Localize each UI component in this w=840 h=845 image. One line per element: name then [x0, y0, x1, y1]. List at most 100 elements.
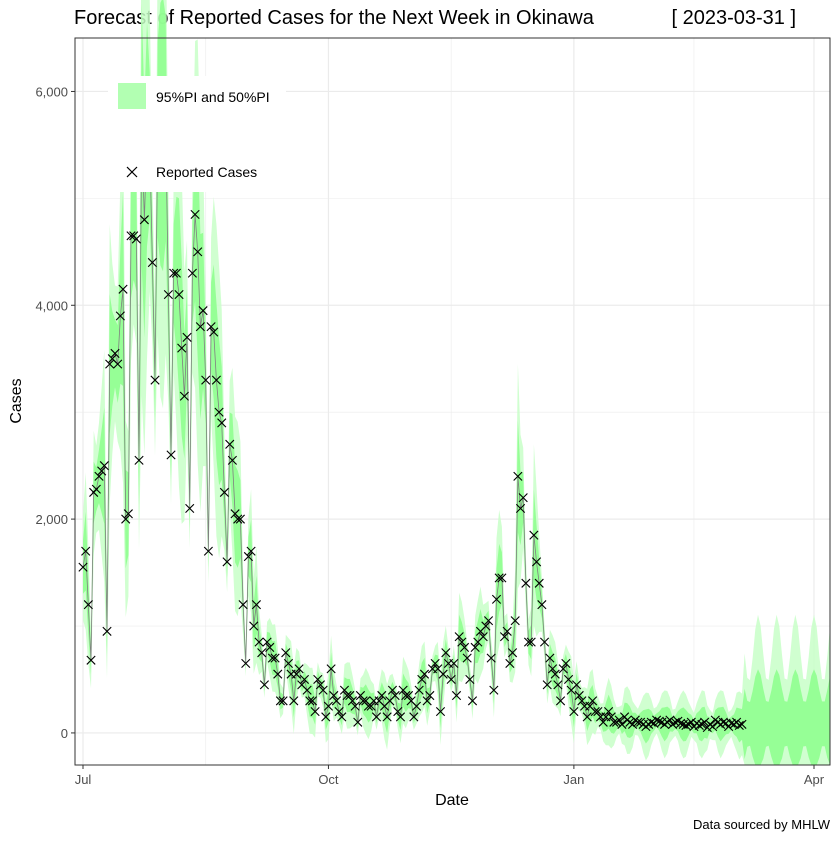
point-stroke [214, 407, 224, 417]
point-stroke [627, 719, 638, 729]
reported-case-point [462, 653, 472, 663]
reported-case-point [382, 712, 392, 722]
point-stroke [430, 658, 440, 669]
reported-case-point [409, 712, 419, 722]
reported-case-point [174, 289, 184, 300]
reported-case-point [507, 648, 518, 658]
x-axis-title: Date [435, 792, 469, 809]
reported-case-point [246, 546, 256, 556]
point-stroke [518, 493, 528, 503]
point-stroke [329, 690, 339, 701]
reported-case-point [571, 680, 582, 690]
reported-case-point [217, 418, 227, 428]
point-stroke [382, 712, 392, 722]
point-stroke [342, 690, 352, 701]
point-stroke [203, 546, 213, 556]
point-stroke [441, 648, 451, 658]
reported-case-point [81, 546, 91, 556]
reported-case-point [481, 621, 491, 631]
point-stroke [83, 600, 93, 610]
legend-key-interval [118, 83, 146, 109]
point-stroke [422, 696, 432, 706]
point-stroke [315, 680, 326, 690]
point-stroke [609, 717, 619, 727]
reported-case-point [681, 720, 691, 731]
point-stroke [195, 322, 205, 332]
reported-case-point [371, 712, 382, 722]
point-stroke [254, 637, 264, 647]
point-stroke [614, 715, 624, 725]
reported-case-point [414, 685, 424, 695]
point-stroke [99, 461, 109, 471]
point-stroke [366, 701, 376, 711]
reported-case-point [150, 375, 160, 385]
point-stroke [171, 268, 181, 278]
point-stroke [513, 471, 523, 481]
reported-case-point [654, 716, 664, 726]
point-stroke [78, 562, 88, 572]
reported-case-point [318, 685, 328, 695]
point-stroke [387, 685, 398, 695]
reported-case-point [190, 209, 200, 219]
point-stroke [358, 696, 368, 706]
reported-case-point [676, 718, 686, 728]
point-stroke [700, 717, 710, 727]
reported-case-point [561, 658, 571, 669]
reported-case-point [494, 573, 504, 583]
point-stroke [169, 268, 179, 278]
point-stroke [313, 674, 323, 685]
point-stroke [147, 257, 157, 268]
reported-case-point [211, 375, 221, 385]
point-stroke [177, 343, 187, 353]
point-stroke [86, 655, 96, 665]
reported-case-point [222, 557, 232, 567]
reported-case-point [478, 632, 488, 642]
reported-case-point [259, 680, 270, 690]
point-stroke [737, 719, 747, 729]
chart-date-badge: [ 2023-03-31 ] [671, 7, 796, 29]
point-stroke [361, 696, 371, 706]
point-stroke [233, 514, 243, 524]
point-stroke [510, 616, 520, 626]
reported-case-point [185, 503, 195, 514]
reported-case-point [665, 715, 675, 725]
reported-case-point [497, 573, 507, 583]
reported-case-point [262, 637, 272, 647]
reported-case-point [345, 690, 355, 701]
point-stroke [225, 439, 235, 449]
point-stroke [718, 717, 728, 727]
reported-case-point [555, 696, 566, 706]
reported-case-point [201, 375, 211, 385]
reported-case-point [553, 680, 563, 690]
point-stroke [451, 690, 462, 701]
point-stroke [395, 712, 406, 722]
point-stroke [446, 674, 456, 685]
point-stroke [219, 487, 229, 497]
reported-case-point [227, 455, 237, 465]
reported-case-point [323, 701, 334, 711]
reported-case-point [582, 712, 592, 722]
point-stroke [270, 653, 280, 663]
point-stroke [454, 632, 464, 642]
reported-case-point [350, 701, 360, 711]
point-stroke [238, 600, 248, 610]
point-stroke [307, 696, 318, 706]
point-stroke [438, 669, 448, 679]
reported-case-point [134, 455, 144, 465]
point-stroke [134, 455, 144, 465]
point-stroke [339, 685, 350, 695]
reported-case-point [633, 717, 643, 727]
chart-title: Forecast of Reported Cases for the Next … [74, 7, 595, 29]
point-stroke [273, 669, 283, 679]
point-stroke [126, 231, 136, 241]
reported-case-point [105, 359, 115, 369]
reported-case-point [737, 719, 747, 729]
y-tick-label: 2,000 [35, 512, 68, 527]
point-stroke [654, 716, 664, 726]
point-stroke [190, 209, 200, 219]
point-stroke [193, 247, 203, 257]
reported-case-point [209, 327, 219, 337]
point-stroke [377, 690, 387, 701]
point-stroke [470, 642, 480, 652]
y-tick-label: 4,000 [35, 298, 68, 313]
